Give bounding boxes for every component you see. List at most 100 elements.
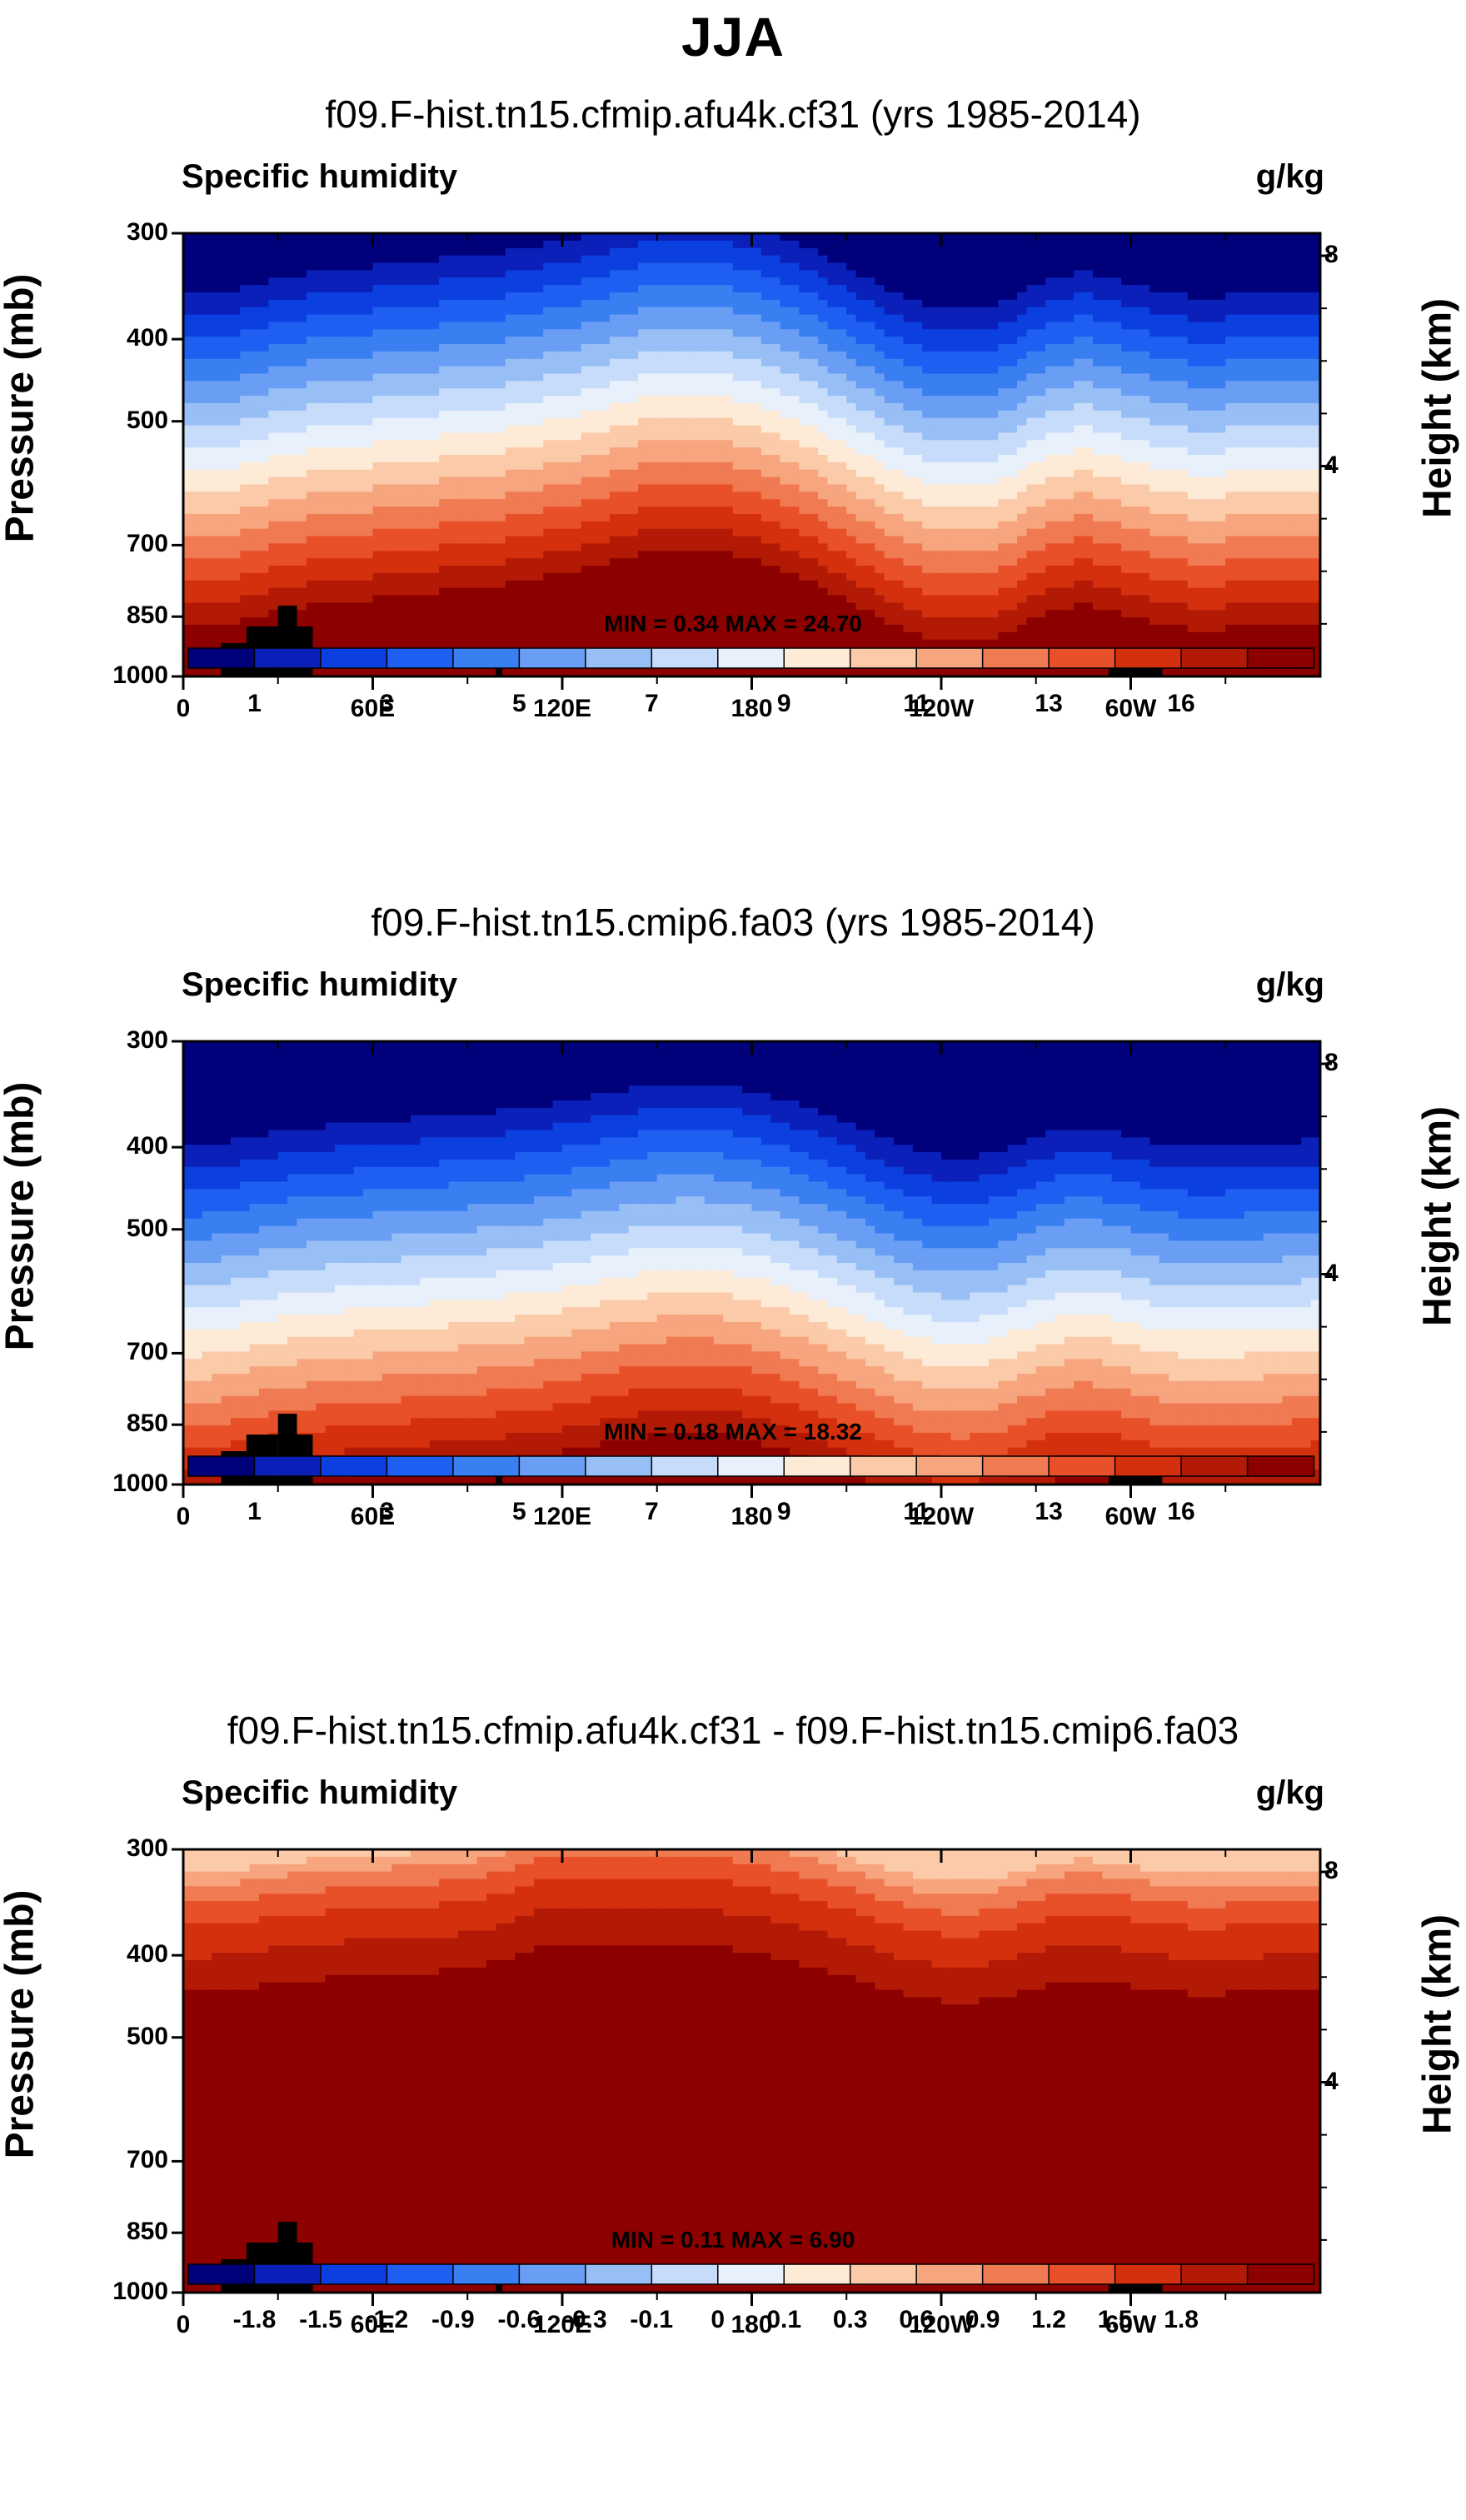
contour-cell <box>552 580 563 589</box>
contour-cell <box>476 499 487 507</box>
contour-cell <box>353 536 364 544</box>
contour-cell <box>960 410 970 419</box>
contour-cell <box>439 417 450 427</box>
contour-cell <box>903 432 914 441</box>
contour-cell <box>297 344 307 352</box>
contour-cell <box>903 543 914 551</box>
contour-cell <box>808 402 819 412</box>
contour-cell <box>742 455 753 463</box>
contour-cell <box>524 528 535 537</box>
contour-cell <box>656 277 667 286</box>
contour-cell <box>287 329 298 337</box>
contour-cell <box>552 639 563 648</box>
contour-cell <box>543 580 554 589</box>
contour-cell <box>676 617 686 626</box>
field-name-label: Specific humidity <box>182 158 457 196</box>
contour-cell <box>240 314 251 322</box>
contour-cell <box>855 462 866 471</box>
contour-cell <box>202 566 212 574</box>
contour-cell <box>183 396 193 404</box>
contour-cell <box>259 277 269 286</box>
contour-cell <box>922 506 933 515</box>
contour-cell <box>912 322 923 330</box>
contour-cell <box>552 292 563 301</box>
contour-cell <box>780 499 790 507</box>
contour-cell <box>790 624 800 633</box>
contour-cell <box>486 543 496 551</box>
contour-cell <box>875 410 885 419</box>
contour-cell <box>287 285 298 293</box>
contour-cell <box>486 299 496 308</box>
contour-cell <box>912 285 923 293</box>
contour-cell <box>676 528 686 537</box>
contour-cell <box>287 292 298 301</box>
contour-cell <box>732 322 743 330</box>
contour-cell <box>751 631 762 641</box>
contour-cell <box>420 440 431 448</box>
contour-cell <box>391 307 402 316</box>
contour-cell <box>950 602 961 611</box>
contour-cell <box>344 255 355 264</box>
contour-cell <box>609 285 620 293</box>
contour-cell <box>676 558 686 566</box>
contour-cell <box>695 587 706 596</box>
contour-cell <box>439 528 450 537</box>
contour-cell <box>420 381 431 389</box>
contour-cell <box>515 551 526 559</box>
contour-cell <box>790 572 800 581</box>
contour-cell <box>552 322 563 330</box>
contour-cell <box>344 455 355 463</box>
contour-cell <box>467 610 478 618</box>
contour-cell <box>647 373 658 382</box>
contour-cell <box>912 477 923 486</box>
contour-cell <box>732 484 743 492</box>
contour-cell <box>676 388 686 397</box>
contour-cell <box>249 432 260 441</box>
contour-cell <box>723 255 734 264</box>
contour-cell <box>515 447 526 456</box>
contour-cell <box>515 396 526 404</box>
contour-cell <box>931 469 942 478</box>
contour-cell <box>818 233 829 242</box>
contour-cell <box>581 587 591 596</box>
contour-cell <box>192 506 203 515</box>
contour-cell <box>941 447 951 456</box>
contour-cell <box>799 240 810 249</box>
contour-cell <box>581 329 591 337</box>
contour-cell <box>912 558 923 566</box>
contour-cell <box>950 543 961 551</box>
contour-cell <box>476 402 487 412</box>
contour-cell <box>827 402 838 412</box>
contour-cell <box>799 477 810 486</box>
contour-cell <box>353 381 364 389</box>
contour-cell <box>855 580 866 589</box>
contour-cell <box>448 410 459 419</box>
contour-cell <box>533 580 544 589</box>
contour-cell <box>894 262 905 271</box>
contour-cell <box>581 492 591 500</box>
contour-cell <box>912 337 923 345</box>
contour-cell <box>268 381 279 389</box>
contour-cell <box>770 307 781 316</box>
contour-cell <box>192 247 203 257</box>
contour-cell <box>647 344 658 352</box>
contour-cell <box>363 669 374 677</box>
contour-cell <box>600 484 611 492</box>
contour-cell <box>240 551 251 559</box>
contour-cell <box>704 543 715 551</box>
contour-cell <box>647 558 658 566</box>
contour-cell <box>875 624 885 633</box>
contour-cell <box>903 551 914 559</box>
contour-cell <box>732 262 743 271</box>
contour-cell <box>448 492 459 500</box>
contour-cell <box>212 358 222 367</box>
contour-cell <box>457 425 468 433</box>
contour-cell <box>770 462 781 471</box>
contour-cell <box>381 558 392 566</box>
contour-cell <box>619 602 630 611</box>
contour-cell <box>723 572 734 581</box>
contour-cell <box>381 262 392 271</box>
contour-cell <box>931 425 942 433</box>
contour-cell <box>931 587 942 596</box>
contour-cell <box>439 314 450 322</box>
